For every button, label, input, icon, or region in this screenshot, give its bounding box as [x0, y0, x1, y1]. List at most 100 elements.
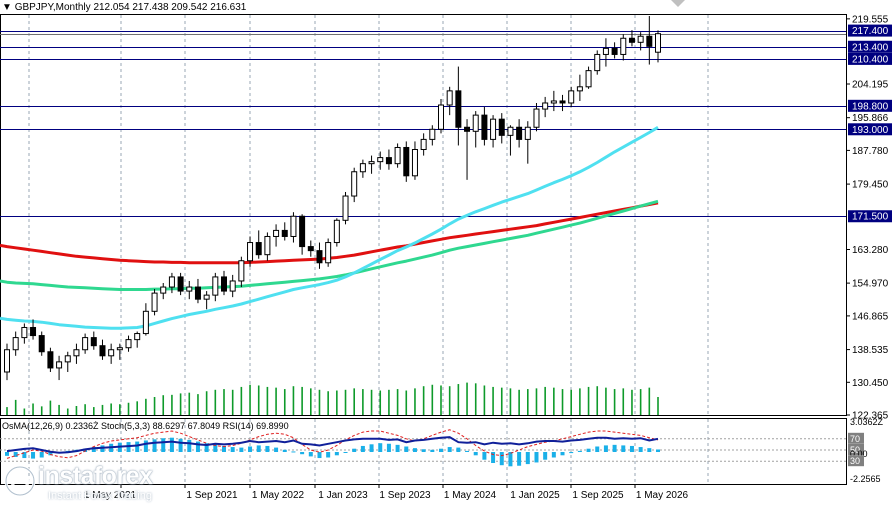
candle-bear	[47, 351, 54, 369]
candle-bear	[403, 146, 410, 177]
osma-bar	[543, 452, 548, 460]
price-axis-label: 130.450	[852, 378, 889, 389]
volume-bar	[32, 403, 34, 415]
candle-bull	[602, 47, 609, 55]
osma-bar	[178, 438, 183, 452]
volume-bar	[414, 388, 416, 415]
symbol-label: GBPJPY,Monthly	[14, 2, 91, 13]
volume-bar	[648, 387, 651, 415]
volume-bar	[388, 389, 390, 415]
candle-bull	[73, 349, 80, 357]
osma-bar	[395, 444, 400, 452]
candle-bull	[568, 90, 575, 104]
volume-bar	[431, 384, 434, 415]
price-axis-label-bg	[848, 123, 892, 136]
indicator-axis-label: -2.2565	[850, 474, 881, 484]
candle-bear	[30, 326, 37, 337]
price-axis-label: 163.280	[852, 245, 889, 256]
candle-bull	[420, 138, 427, 151]
candle-bull	[82, 337, 89, 351]
price-axis-label: 171.500	[852, 212, 889, 223]
volume-bar	[379, 390, 382, 415]
volume-bar	[327, 391, 329, 415]
volume-bar	[162, 395, 165, 415]
price-axis-label-bg	[848, 40, 892, 53]
volume-bar	[66, 408, 69, 415]
osma-bar	[169, 437, 174, 452]
osma-bar	[586, 448, 591, 452]
instaforex-logo-icon	[4, 465, 36, 497]
candle-bull	[377, 157, 384, 163]
osma-bar	[352, 448, 357, 452]
osma-bar	[508, 452, 513, 467]
volume-bar	[188, 392, 191, 415]
price-axis-label: 154.970	[852, 279, 889, 290]
candle-bear	[194, 286, 201, 300]
osma-bar	[308, 452, 313, 457]
volume-bar	[179, 393, 182, 415]
volume-bar	[136, 401, 138, 415]
osma-bar	[378, 443, 383, 452]
osma-bar	[386, 443, 391, 452]
osma-bar	[204, 443, 209, 452]
candle-bull	[368, 161, 375, 165]
price-axis-label: 146.865	[852, 311, 889, 322]
volume-bar	[657, 397, 659, 415]
volume-bar	[58, 404, 60, 415]
volume-bar	[509, 388, 512, 415]
volume-bar	[457, 384, 460, 415]
candle-bull	[142, 310, 149, 335]
indicator-axis-label-bg	[848, 455, 864, 467]
volume-bar	[596, 386, 599, 415]
volume-bar	[153, 397, 156, 415]
osma-bar	[482, 452, 487, 460]
price-axis-label: 219.555	[852, 14, 889, 25]
candle-bull	[264, 235, 271, 256]
candle-bull	[212, 276, 219, 296]
candle-bear	[611, 47, 618, 55]
price-axis-label: 179.450	[852, 180, 889, 191]
volume-bar	[492, 386, 494, 415]
volume-bar	[535, 388, 538, 415]
candle-bull	[446, 90, 453, 106]
volume-bar	[440, 385, 442, 415]
candle-bear	[559, 100, 566, 104]
osma-bar	[421, 449, 426, 452]
volume-bar	[613, 389, 616, 415]
volume-bar	[266, 386, 269, 415]
indicator-axis-label: 70	[850, 434, 860, 444]
candle-bull	[655, 33, 661, 53]
candle-bull	[620, 37, 627, 55]
candle-bear	[481, 114, 488, 140]
candle-bull	[585, 70, 592, 88]
volume-bar	[171, 394, 173, 415]
candle-bull	[524, 126, 531, 140]
volume-bar	[205, 391, 208, 415]
volume-bar	[49, 400, 52, 415]
time-axis-label: 1 Jan 2025	[510, 490, 560, 501]
candle-bear	[90, 337, 97, 347]
price-axis-label: 198.800	[852, 101, 889, 112]
osma-bar	[569, 452, 574, 454]
time-axis-label: 1 Sep 2023	[379, 490, 431, 501]
volume-bar	[240, 386, 243, 415]
candle-bull	[411, 149, 418, 177]
time-axis-label: 1 Jan 2023	[318, 490, 368, 501]
volume-bar	[275, 387, 277, 415]
candle-bull	[134, 333, 141, 341]
volume-bar	[119, 404, 121, 415]
volume-bar	[257, 385, 260, 415]
candle-bull	[290, 215, 297, 237]
osma-bar	[525, 452, 530, 465]
osma-bar	[577, 450, 582, 452]
osma-bar	[656, 449, 660, 452]
osma-bar	[256, 445, 261, 452]
osma-bar	[517, 452, 522, 466]
osma-bar	[343, 452, 348, 453]
volume-bar	[518, 389, 520, 415]
indicator-axis-label: 0.00	[850, 449, 868, 459]
ema-fast-line	[0, 126, 659, 330]
osma-bar	[360, 445, 365, 452]
volume-bar	[553, 387, 555, 415]
